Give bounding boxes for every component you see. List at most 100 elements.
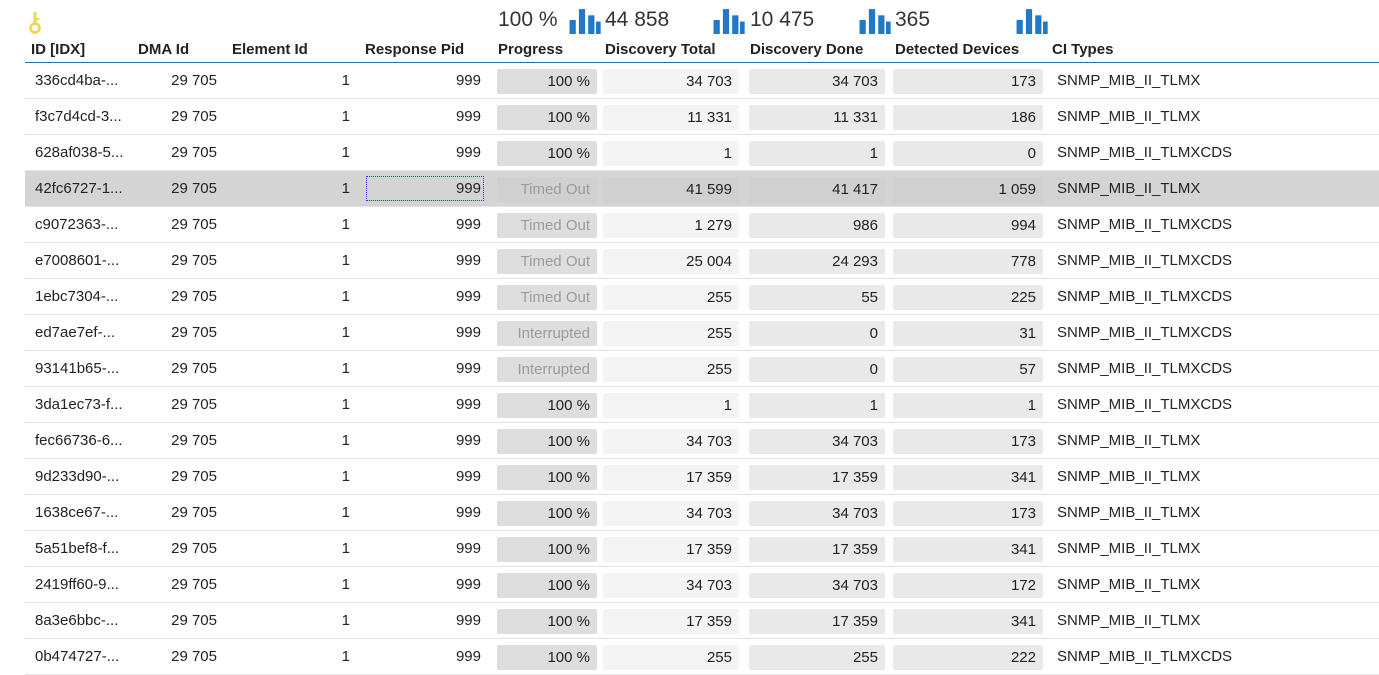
cell-response-pid[interactable]: 999 (455, 648, 481, 665)
cell-detected-devices[interactable]: 994 (893, 213, 1043, 238)
cell-discovery-total[interactable]: 17 359 (603, 537, 739, 562)
cell-element-id[interactable]: 1 (341, 612, 350, 629)
cell-id[interactable]: ed7ae7ef-... (35, 324, 116, 341)
cell-id[interactable]: fec66736-6... (35, 432, 123, 449)
cell-id[interactable]: 42fc6727-1... (35, 180, 123, 197)
cell-id[interactable]: 2419ff60-9... (35, 576, 119, 593)
cell-discovery-done[interactable]: 11 331 (749, 105, 885, 130)
cell-response-pid[interactable]: 999 (455, 360, 481, 377)
cell-response-pid[interactable]: 999 (455, 504, 481, 521)
cell-response-pid[interactable]: 999 (455, 72, 481, 89)
cell-ci-types[interactable]: SNMP_MIB_II_TLMX (1057, 468, 1201, 485)
cell-detected-devices[interactable]: 341 (893, 465, 1043, 490)
cell-response-pid[interactable]: 999 (455, 252, 481, 269)
cell-dma-id[interactable]: 29 705 (171, 144, 217, 161)
cell-id[interactable]: c9072363-... (35, 216, 119, 233)
cell-element-id[interactable]: 1 (341, 324, 350, 341)
cell-response-pid[interactable]: 999 (455, 432, 481, 449)
cell-ci-types[interactable]: SNMP_MIB_II_TLMX (1057, 504, 1201, 521)
cell-progress[interactable]: Timed Out (497, 249, 597, 274)
cell-element-id[interactable]: 1 (341, 648, 350, 665)
cell-ci-types[interactable]: SNMP_MIB_II_TLMX (1057, 576, 1201, 593)
cell-dma-id[interactable]: 29 705 (171, 360, 217, 377)
cell-detected-devices[interactable]: 57 (893, 357, 1043, 382)
cell-ci-types[interactable]: SNMP_MIB_II_TLMXCDS (1057, 252, 1233, 269)
table-row[interactable]: 5a51bef8-f... 29 705 1 999 100 % 17 359 17 359… (25, 531, 1379, 567)
cell-dma-id[interactable]: 29 705 (171, 540, 217, 557)
cell-response-pid[interactable]: 999 (455, 540, 481, 557)
table-row[interactable]: e7008601-... 29 705 1 999 Timed Out 25 004 24 … (25, 243, 1379, 279)
table-row[interactable]: c9072363-... 29 705 1 999 Timed Out 1 279 986 9… (25, 207, 1379, 243)
cell-progress[interactable]: 100 % (497, 501, 597, 526)
cell-progress[interactable]: Interrupted (497, 357, 597, 382)
cell-detected-devices[interactable]: 31 (893, 321, 1043, 346)
cell-ci-types[interactable]: SNMP_MIB_II_TLMX (1057, 612, 1201, 629)
table-row[interactable]: 2419ff60-9... 29 705 1 999 100 % 34 703 34 703… (25, 567, 1379, 603)
cell-dma-id[interactable]: 29 705 (171, 72, 217, 89)
cell-discovery-total[interactable]: 1 (603, 393, 739, 418)
cell-ci-types[interactable]: SNMP_MIB_II_TLMXCDS (1057, 216, 1233, 233)
cell-detected-devices[interactable]: 186 (893, 105, 1043, 130)
cell-discovery-total[interactable]: 34 703 (603, 429, 739, 454)
cell-progress[interactable]: 100 % (497, 69, 597, 94)
table-row[interactable]: 3da1ec73-f... 29 705 1 999 100 % 1 1 1 SNMP_MIB_… (25, 387, 1379, 423)
cell-discovery-done[interactable]: 986 (749, 213, 885, 238)
cell-detected-devices[interactable]: 173 (893, 501, 1043, 526)
cell-ci-types[interactable]: SNMP_MIB_II_TLMXCDS (1057, 288, 1233, 305)
cell-element-id[interactable]: 1 (341, 72, 350, 89)
cell-progress[interactable]: 100 % (497, 465, 597, 490)
cell-dma-id[interactable]: 29 705 (171, 468, 217, 485)
cell-ci-types[interactable]: SNMP_MIB_II_TLMXCDS (1057, 360, 1233, 377)
cell-discovery-done[interactable]: 55 (749, 285, 885, 310)
cell-element-id[interactable]: 1 (341, 576, 350, 593)
cell-dma-id[interactable]: 29 705 (171, 612, 217, 629)
cell-progress[interactable]: 100 % (497, 537, 597, 562)
cell-discovery-done[interactable]: 255 (749, 645, 885, 670)
cell-progress[interactable]: Timed Out (497, 213, 597, 238)
progress-chart-icon[interactable] (568, 6, 602, 34)
cell-discovery-total[interactable]: 34 703 (603, 501, 739, 526)
cell-discovery-done[interactable]: 0 (749, 321, 885, 346)
cell-progress[interactable]: 100 % (497, 429, 597, 454)
cell-element-id[interactable]: 1 (341, 360, 350, 377)
cell-discovery-total[interactable]: 41 599 (603, 177, 739, 202)
cell-dma-id[interactable]: 29 705 (171, 180, 217, 197)
cell-ci-types[interactable]: SNMP_MIB_II_TLMX (1057, 540, 1201, 557)
cell-discovery-done[interactable]: 17 359 (749, 465, 885, 490)
cell-ci-types[interactable]: SNMP_MIB_II_TLMX (1057, 108, 1201, 125)
cell-element-id[interactable]: 1 (341, 108, 350, 125)
cell-discovery-total[interactable]: 255 (603, 321, 739, 346)
cell-progress[interactable]: 100 % (497, 609, 597, 634)
table-row[interactable]: 1638ce67-... 29 705 1 999 100 % 34 703 34 703 1… (25, 495, 1379, 531)
table-row[interactable]: 336cd4ba-... 29 705 1 999 100 % 34 703 34 703 1… (25, 63, 1379, 99)
cell-discovery-done[interactable]: 34 703 (749, 429, 885, 454)
cell-discovery-done[interactable]: 24 293 (749, 249, 885, 274)
cell-detected-devices[interactable]: 225 (893, 285, 1043, 310)
cell-id[interactable]: f3c7d4cd-3... (35, 108, 122, 125)
cell-progress[interactable]: 100 % (497, 573, 597, 598)
cell-response-pid[interactable]: 999 (455, 612, 481, 629)
cell-ci-types[interactable]: SNMP_MIB_II_TLMX (1057, 432, 1201, 449)
cell-element-id[interactable]: 1 (341, 396, 350, 413)
cell-discovery-done[interactable]: 1 (749, 393, 885, 418)
cell-id[interactable]: 0b474727-... (35, 648, 120, 665)
cell-id[interactable]: 336cd4ba-... (35, 72, 119, 89)
cell-progress[interactable]: 100 % (497, 393, 597, 418)
cell-discovery-done[interactable]: 0 (749, 357, 885, 382)
cell-discovery-total[interactable]: 17 359 (603, 609, 739, 634)
cell-ci-types[interactable]: SNMP_MIB_II_TLMXCDS (1057, 648, 1233, 665)
cell-detected-devices[interactable]: 173 (893, 69, 1043, 94)
cell-element-id[interactable]: 1 (341, 468, 350, 485)
cell-ci-types[interactable]: SNMP_MIB_II_TLMXCDS (1057, 324, 1233, 341)
cell-discovery-total[interactable]: 34 703 (603, 573, 739, 598)
cell-element-id[interactable]: 1 (341, 432, 350, 449)
cell-element-id[interactable]: 1 (341, 144, 350, 161)
cell-discovery-total[interactable]: 34 703 (603, 69, 739, 94)
cell-progress[interactable]: 100 % (497, 105, 597, 130)
table-row[interactable]: 93141b65-... 29 705 1 999 Interrupted 255 0 57 S… (25, 351, 1379, 387)
cell-dma-id[interactable]: 29 705 (171, 576, 217, 593)
cell-response-pid[interactable]: 999 (455, 216, 481, 233)
column-header-discovery-done[interactable]: Discovery Done (750, 41, 864, 58)
cell-id[interactable]: 1638ce67-... (35, 504, 119, 521)
cell-discovery-done[interactable]: 41 417 (749, 177, 885, 202)
